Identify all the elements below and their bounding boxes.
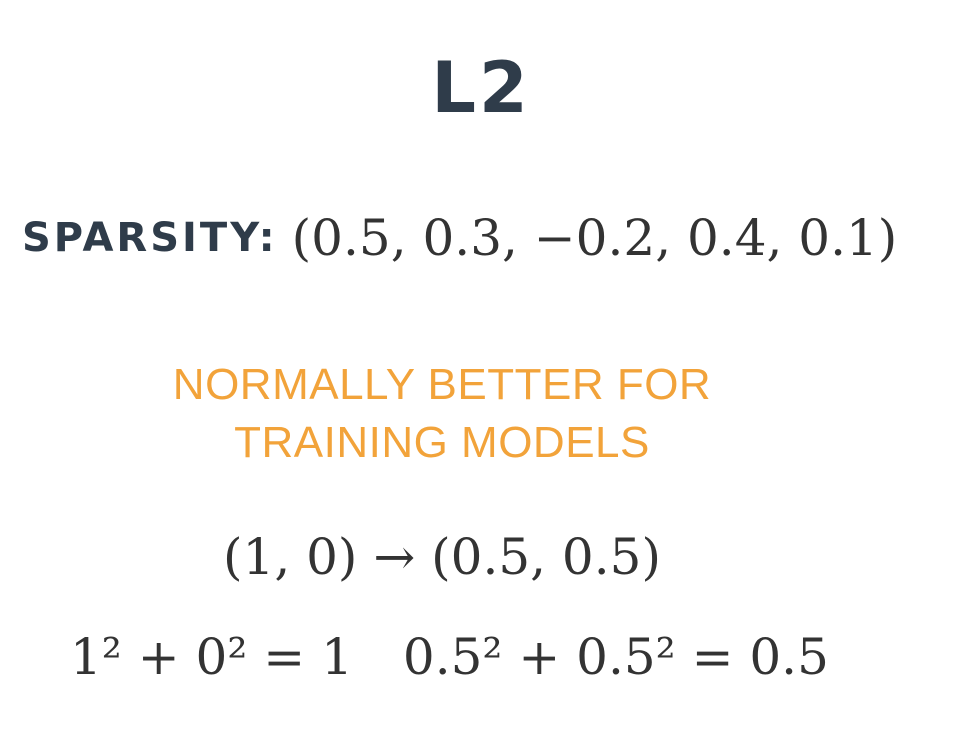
note-line-1: NORMALLY BETTER FOR: [172, 360, 712, 409]
norm-equation-right: 0.5² + 0.5² = 0.5: [402, 628, 829, 686]
vector-mapping: (1, 0) → (0.5, 0.5): [223, 528, 661, 586]
note-line-2: TRAINING MODELS: [234, 418, 650, 467]
norm-equation-left: 1² + 0² = 1: [70, 628, 353, 686]
sparsity-row: SPARSITY: (0.5, 0.3, −0.2, 0.4, 0.1): [22, 198, 897, 278]
sparsity-label: SPARSITY:: [22, 215, 278, 261]
norm-equations: 1² + 0² = 1 0.5² + 0.5² = 0.5: [70, 620, 829, 694]
slide-title: L2: [431, 47, 531, 129]
sparsity-vector: (0.5, 0.3, −0.2, 0.4, 0.1): [291, 209, 898, 267]
